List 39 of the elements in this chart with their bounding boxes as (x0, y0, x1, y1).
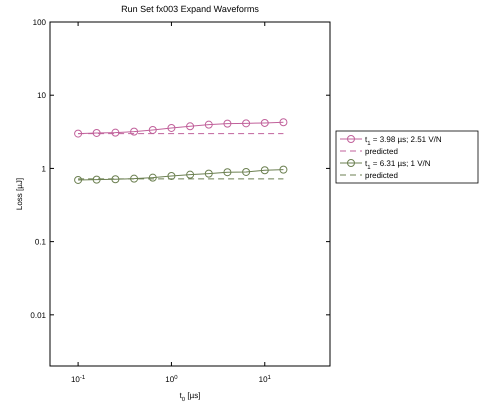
point (148, 174, 157, 182)
point (130, 174, 138, 183)
point (111, 175, 120, 184)
point (260, 166, 269, 174)
point (279, 118, 288, 126)
point (167, 124, 176, 132)
point (92, 128, 101, 137)
point (130, 128, 138, 136)
x-tick-label: 10$^{-1}$ (70, 374, 86, 384)
point (204, 120, 213, 129)
point (186, 170, 194, 179)
legend-label: t$_{1}$ = 3.98 µs; 2.51 V/N (365, 135, 442, 147)
x-tick-label: 10$^{0}$ (165, 374, 178, 384)
point (223, 120, 232, 128)
point (74, 130, 82, 138)
point (111, 128, 120, 137)
legend-label: predicted (365, 147, 398, 156)
y-tick-label: 100 (32, 18, 47, 27)
point (167, 172, 176, 180)
point (242, 119, 250, 128)
point (279, 166, 288, 174)
point (223, 168, 232, 176)
point (92, 176, 101, 184)
point (204, 170, 213, 178)
chart-title: Run Set fx003 Expand Waveforms (121, 4, 260, 14)
y-tick-label: 10 (37, 91, 47, 100)
y-tick-label: 1 (42, 164, 47, 174)
y-tick-label: 0.01 (30, 310, 47, 320)
legend-label: predicted (365, 171, 398, 180)
x-axis-title: t$_{0}$ [µs] (180, 391, 200, 403)
point (148, 126, 157, 134)
y-axis-title: Loss [µJ] (15, 178, 24, 210)
legend-label: t$_{1}$ = 6.31 µs; 1 V/N (365, 159, 431, 171)
point (186, 122, 194, 130)
point (74, 176, 82, 184)
point (242, 168, 250, 176)
point (260, 118, 269, 127)
y-tick-label: 0.1 (34, 238, 47, 247)
x-tick-label: 10$^{1}$ (258, 374, 272, 384)
